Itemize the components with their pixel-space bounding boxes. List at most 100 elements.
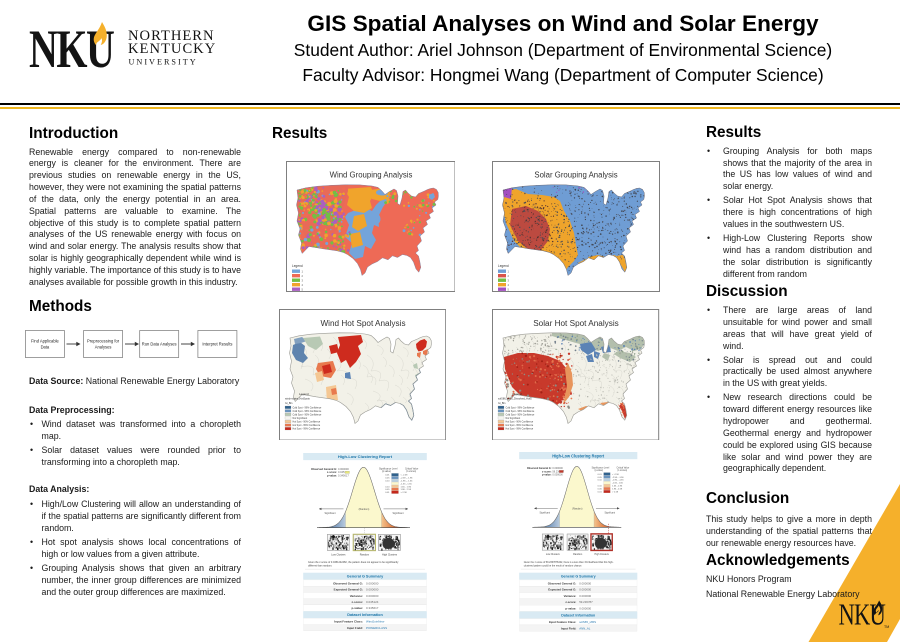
- svg-text:Interpret Results: Interpret Results: [202, 342, 232, 347]
- svg-text:Legend: Legend: [498, 264, 509, 268]
- svg-text:0.10: 0.10: [385, 480, 390, 482]
- svg-text:Analyses: Analyses: [95, 345, 112, 350]
- svg-text:0.01: 0.01: [598, 473, 603, 475]
- svg-text:Random: Random: [573, 553, 582, 556]
- svg-text:p-value:: p-value:: [327, 474, 337, 478]
- svg-text:(p-value): (p-value): [382, 471, 391, 473]
- svg-text:Hot Spot - 99% Confidence: Hot Spot - 99% Confidence: [293, 427, 321, 430]
- svg-text:-1.96 - -1.65: -1.96 - -1.65: [401, 480, 414, 482]
- svg-text:> 2.58: > 2.58: [612, 490, 619, 493]
- svg-text:z-score:: z-score:: [352, 600, 363, 604]
- svg-text:(p-value): (p-value): [594, 470, 603, 472]
- svg-text:Critical Value: Critical Value: [616, 466, 629, 469]
- svg-text:General G Summary: General G Summary: [347, 575, 384, 579]
- svg-text:Solar Hot Spot Analysis: Solar Hot Spot Analysis: [534, 319, 620, 328]
- svg-text:Cold Spot - 95% Confidence: Cold Spot - 95% Confidence: [506, 410, 536, 413]
- svg-text:Critical Value: Critical Value: [405, 467, 419, 470]
- svg-text:0.000000: 0.000000: [366, 594, 379, 598]
- svg-text:0.10: 0.10: [598, 485, 603, 487]
- svg-text:2: 2: [301, 274, 303, 278]
- svg-text:< -2.58: < -2.58: [612, 472, 619, 475]
- svg-text:0.045124: 0.045124: [338, 470, 349, 474]
- svg-text:TM: TM: [884, 625, 889, 629]
- svg-text:1.65 - 1.96: 1.65 - 1.96: [401, 486, 412, 488]
- svg-text:Observed General G:: Observed General G:: [548, 581, 577, 585]
- svg-text:0.05: 0.05: [385, 478, 390, 480]
- svg-text:0.000000: 0.000000: [579, 606, 591, 610]
- svg-text:Variance:: Variance:: [564, 593, 577, 597]
- svg-text:0.05: 0.05: [598, 488, 603, 490]
- svg-text:Dataset Information: Dataset Information: [347, 613, 383, 617]
- svg-text:High Clusters: High Clusters: [595, 553, 610, 556]
- svg-text:Significance Level: Significance Level: [379, 468, 398, 470]
- svg-text:Cold Spot - 95% Confidence: Cold Spot - 95% Confidence: [293, 410, 323, 413]
- svg-text:0.000000: 0.000000: [552, 466, 563, 469]
- svg-text:1.96 - 2.58: 1.96 - 2.58: [401, 489, 412, 491]
- svg-text:Hot Spot - 90% Confidence: Hot Spot - 90% Confidence: [506, 420, 534, 423]
- svg-text:< -2.58: < -2.58: [401, 474, 409, 477]
- svg-text:0.000000: 0.000000: [366, 588, 379, 592]
- svg-text:p-value:: p-value:: [352, 606, 363, 610]
- svg-text:0.000000: 0.000000: [338, 467, 349, 471]
- svg-text:General G Summary: General G Summary: [561, 574, 597, 578]
- svg-text:Cold Spot - 90% Confidence: Cold Spot - 90% Confidence: [293, 413, 323, 416]
- svg-text:5: 5: [508, 288, 510, 292]
- svg-text:0.05: 0.05: [385, 489, 390, 491]
- svg-text:WindJoinNew: WindJoinNew: [366, 620, 385, 624]
- svg-text:1: 1: [508, 270, 510, 274]
- svg-text:1.96 - 2.58: 1.96 - 2.58: [612, 488, 623, 490]
- svg-text:different than random.: different than random.: [308, 565, 333, 568]
- svg-text:Significance Level: Significance Level: [592, 467, 610, 469]
- svg-text:4: 4: [508, 283, 510, 287]
- svg-text:Data: Data: [41, 345, 50, 350]
- svg-text:z-score:: z-score:: [327, 470, 337, 474]
- svg-text:p-value:: p-value:: [565, 606, 576, 610]
- svg-text:z-score:: z-score:: [565, 600, 576, 604]
- svg-text:1.65 - 1.96: 1.65 - 1.96: [612, 485, 623, 487]
- svg-text:(z-scores): (z-scores): [617, 470, 627, 472]
- svg-text:0.000000: 0.000000: [552, 473, 563, 476]
- svg-text:3: 3: [301, 279, 303, 283]
- svg-text:-1.96 - -1.65: -1.96 - -1.65: [612, 479, 624, 481]
- svg-text:-2.58 - -1.96: -2.58 - -1.96: [401, 478, 414, 480]
- svg-text:Given the z-score of 0.0451242: Given the z-score of 0.0451242482, the p…: [308, 561, 399, 564]
- svg-text:Gi_Bin: Gi_Bin: [498, 402, 506, 405]
- svg-text:Random: Random: [360, 553, 369, 556]
- svg-text:2: 2: [508, 274, 510, 278]
- svg-text:solS86_s86S_Dissolved_HotS: solS86_s86S_Dissolved_HotS: [498, 397, 532, 400]
- svg-text:Not Significant: Not Significant: [506, 417, 521, 420]
- svg-text:z-score:: z-score:: [542, 470, 552, 473]
- svg-text:Legend: Legend: [512, 392, 522, 396]
- svg-text:0.000000: 0.000000: [579, 593, 591, 597]
- svg-text:Legend: Legend: [292, 264, 303, 268]
- svg-text:Find Applicable: Find Applicable: [31, 339, 59, 344]
- svg-text:High Clusters: High Clusters: [382, 553, 398, 556]
- svg-text:Observed General G:: Observed General G:: [333, 581, 363, 585]
- svg-text:Observed General G:: Observed General G:: [311, 467, 337, 471]
- svg-text:Input Field:: Input Field:: [561, 626, 576, 630]
- svg-text:Hot Spot - 95% Confidence: Hot Spot - 95% Confidence: [506, 424, 534, 427]
- svg-text:0.01: 0.01: [385, 492, 390, 494]
- svg-text:Preprocessing for: Preprocessing for: [87, 339, 120, 344]
- svg-text:Not Significant: Not Significant: [293, 417, 308, 420]
- svg-text:High-Low Clustering Report: High-Low Clustering Report: [338, 454, 393, 459]
- svg-text:Significant: Significant: [540, 511, 551, 514]
- svg-text:Wind Hot Spot Analysis: Wind Hot Spot Analysis: [321, 319, 406, 328]
- svg-text:0.05: 0.05: [598, 476, 603, 478]
- svg-text:solS65_s65S: solS65_s65S: [579, 619, 596, 623]
- svg-text:Variance:: Variance:: [350, 594, 363, 598]
- svg-text:Input Field:: Input Field:: [347, 626, 363, 630]
- svg-text:KENTUCKY: KENTUCKY: [128, 41, 216, 57]
- svg-text:Expected General G:: Expected General G:: [334, 588, 363, 592]
- svg-text:(Random): (Random): [359, 508, 370, 511]
- svg-text:59.236787: 59.236787: [579, 600, 593, 604]
- svg-text:-1.65 - 1.65: -1.65 - 1.65: [401, 483, 413, 485]
- svg-text:Significant: Significant: [605, 511, 616, 514]
- svg-text:Cold Spot - 99% Confidence: Cold Spot - 99% Confidence: [506, 406, 536, 409]
- svg-text:-2.58 - -1.96: -2.58 - -1.96: [612, 476, 624, 478]
- svg-text:0.000000: 0.000000: [366, 581, 379, 585]
- svg-text:POWERCLASS: POWERCLASS: [366, 626, 387, 630]
- svg-text:59.236787: 59.236787: [552, 470, 564, 473]
- svg-text:Hot Spot - 99% Confidence: Hot Spot - 99% Confidence: [506, 427, 534, 430]
- svg-text:Significant: Significant: [324, 512, 335, 515]
